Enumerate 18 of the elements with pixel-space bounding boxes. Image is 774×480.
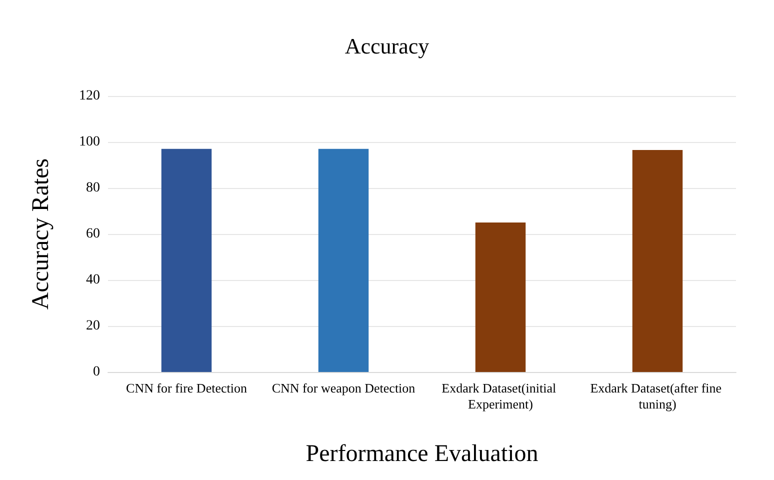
x-tick-label: Exdark Dataset(after fine tuning) bbox=[590, 380, 725, 412]
bar bbox=[318, 148, 369, 372]
x-tick-label: Exdark Dataset(initial Experiment) bbox=[442, 380, 560, 412]
chart-title: Accuracy bbox=[344, 34, 430, 58]
y-tick-label: 120 bbox=[79, 88, 100, 104]
y-tick-label: 20 bbox=[86, 318, 100, 334]
bar bbox=[161, 148, 212, 372]
y-tick-label: 100 bbox=[79, 134, 100, 150]
y-tick-label: 0 bbox=[93, 364, 100, 380]
x-tick-label: CNN for fire Detection bbox=[126, 380, 248, 396]
y-axis-title: Accuracy Rates bbox=[28, 158, 54, 310]
y-tick-label: 40 bbox=[86, 272, 100, 288]
x-tick-label: CNN for weapon Detection bbox=[272, 380, 416, 396]
y-tick-label: 80 bbox=[86, 180, 100, 196]
y-tick-label: 60 bbox=[86, 226, 100, 242]
bar bbox=[632, 150, 683, 372]
bar bbox=[475, 222, 526, 372]
x-axis-title: Performance Evaluation bbox=[306, 441, 538, 467]
